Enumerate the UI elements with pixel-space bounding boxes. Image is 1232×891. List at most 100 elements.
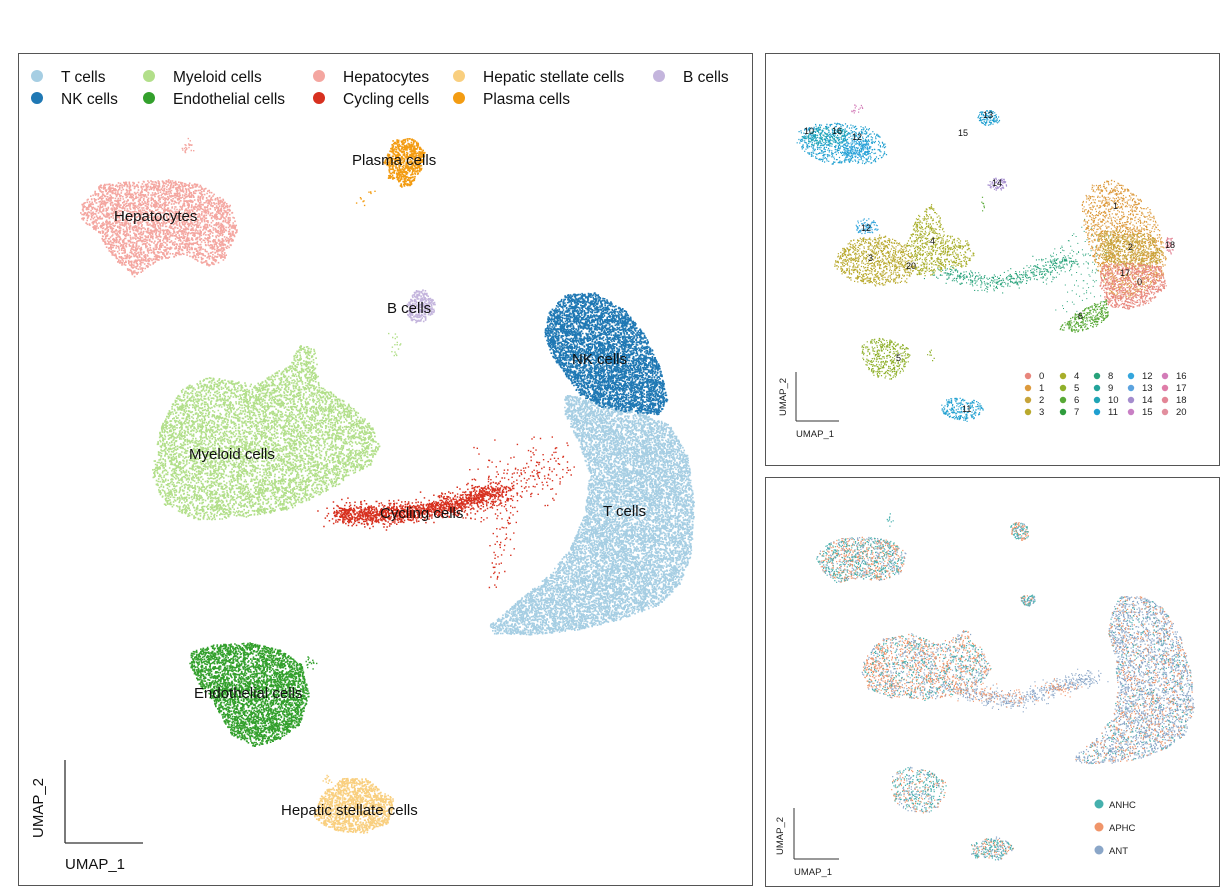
legend-label: 12 (1142, 371, 1153, 382)
cluster-umap-panel: 10 16 12 13 15 14 1 12 4 2 18 3 20 17 0 6 5 11 0 1 2 3 4 5 6 7 8 9 1… (765, 53, 1220, 466)
sample-umap-plot: ANHC APHC ANT UMAP_1 UMAP_2 (775, 513, 1195, 878)
x-axis-label: UMAP_1 (65, 856, 125, 873)
cluster-number-label: 11 (962, 404, 971, 414)
sample-umap-panel: ANHC APHC ANT UMAP_1 UMAP_2 (765, 477, 1220, 887)
legend-label: Endothelial cells (173, 91, 285, 108)
y-axis-label: UMAP_2 (30, 778, 47, 838)
legend-label: Plasma cells (483, 91, 570, 108)
legend-label: APHC (1109, 823, 1136, 834)
cluster-number-label: 1 (1113, 201, 1118, 211)
legend-marker (453, 92, 465, 104)
legend-marker (1024, 408, 1032, 416)
y-axis-label: UMAP_2 (778, 378, 789, 416)
cluster-endothelial-cells (189, 642, 318, 747)
legend: T cells Myeloid cells Hepatocytes Hepatic s… (31, 69, 729, 108)
cluster-label: T cells (603, 503, 646, 520)
cluster-cycling-cells (317, 436, 575, 589)
legend-label: 16 (1176, 371, 1187, 382)
cluster-label: Hepatic stellate cells (281, 802, 418, 819)
legend-label: 17 (1176, 383, 1187, 394)
legend-label: Myeloid cells (173, 69, 262, 86)
legend-marker (653, 70, 665, 82)
legend-label: 7 (1074, 407, 1079, 418)
legend-marker (1059, 384, 1067, 392)
legend-label: 10 (1108, 395, 1119, 406)
legend-label: NK cells (61, 91, 118, 108)
legend-marker (1094, 845, 1104, 855)
legend-label: 0 (1039, 371, 1044, 382)
cluster-number-label: 13 (983, 110, 993, 120)
legend-marker (1127, 384, 1135, 392)
legend-label: Hepatocytes (343, 69, 429, 86)
cluster-number-label: 2 (1128, 242, 1133, 252)
cluster-number-label: 6 (1078, 311, 1083, 321)
umap-axis-indicator (793, 808, 839, 860)
legend-marker (143, 92, 155, 104)
legend-label: 20 (1176, 407, 1187, 418)
cluster-label: NK cells (572, 351, 627, 368)
cluster-number-label: 16 (832, 126, 842, 136)
y-axis-label: UMAP_2 (775, 817, 786, 855)
legend-marker (1024, 384, 1032, 392)
legend-marker (313, 92, 325, 104)
cluster-number-label: 17 (1120, 268, 1130, 278)
legend-label: 4 (1074, 371, 1079, 382)
legend-label: 13 (1142, 383, 1153, 394)
legend-marker (1094, 822, 1104, 832)
legend-label: 18 (1176, 395, 1187, 406)
legend-marker (1161, 396, 1169, 404)
sample-legend: ANHC APHC ANT (1094, 799, 1136, 857)
legend-marker (453, 70, 465, 82)
cluster-number-label: 12 (861, 223, 871, 233)
legend-label: 3 (1039, 407, 1044, 418)
legend-marker (1094, 799, 1104, 809)
cluster-number-label: 3 (868, 253, 873, 263)
legend-label: 11 (1108, 407, 1118, 418)
cluster-number-label: 12 (852, 132, 862, 142)
legend-marker (313, 70, 325, 82)
cluster-number-label: 0 (1137, 277, 1142, 287)
legend-marker (1161, 384, 1169, 392)
legend-marker (1059, 372, 1067, 380)
scatter-points (816, 513, 1195, 861)
legend-label: B cells (683, 69, 729, 86)
legend-marker (1161, 372, 1169, 380)
legend-label: 1 (1039, 383, 1044, 394)
cluster-label: Hepatocytes (114, 208, 197, 225)
legend-label: T cells (61, 69, 106, 86)
legend-label: 8 (1108, 371, 1113, 382)
cluster-label: Cycling cells (380, 505, 463, 522)
legend-marker (1059, 396, 1067, 404)
legend-marker (1093, 396, 1101, 404)
cluster-myeloid-cells (152, 345, 381, 521)
x-axis-label: UMAP_1 (794, 867, 832, 878)
umap-axis-indicator (64, 760, 143, 844)
cluster-t-cells (489, 395, 695, 636)
legend-label: ANHC (1109, 800, 1136, 811)
legend-label: 6 (1074, 395, 1079, 406)
cluster-number-label: 14 (992, 178, 1002, 188)
legend-label: ANT (1109, 846, 1128, 857)
cluster-number-label: 20 (906, 261, 916, 271)
cluster-hepatocytes (80, 137, 238, 278)
legend-label: 14 (1142, 395, 1153, 406)
cluster-label: B cells (387, 300, 431, 317)
legend-marker (1161, 408, 1169, 416)
x-axis-label: UMAP_1 (796, 429, 834, 440)
cluster-number-label: 10 (804, 126, 814, 136)
cluster-plasma-cells (355, 138, 426, 207)
legend-marker (1024, 372, 1032, 380)
cluster-label: Plasma cells (352, 152, 436, 169)
cluster-label: Endothelial cells (194, 685, 302, 702)
cluster-number-label: 15 (958, 128, 968, 138)
legend-label: Hepatic stellate cells (483, 69, 625, 86)
main-umap-plot: T cells Myeloid cells Hepatocytes Hepatic s… (30, 69, 729, 873)
cluster-hepatic-stellate-cells (314, 774, 394, 834)
cluster-nk-cells (544, 292, 669, 416)
legend-marker (1093, 372, 1101, 380)
cluster-number-label: 18 (1165, 240, 1175, 250)
legend-marker (1127, 408, 1135, 416)
main-umap-panel: T cells Myeloid cells Hepatocytes Hepatic s… (18, 53, 753, 886)
